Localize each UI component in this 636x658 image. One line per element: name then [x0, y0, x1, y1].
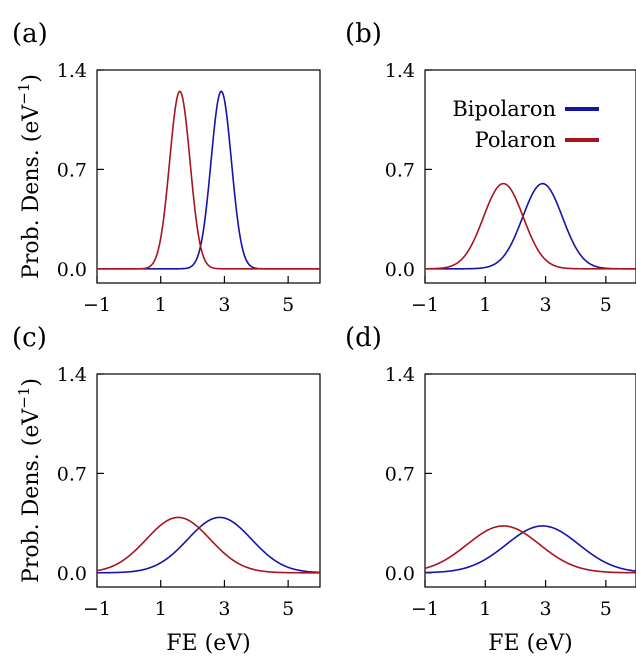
plot-frame: [96, 69, 321, 284]
panel-c: (c) −1 1 3 5 0.0 0.7 1.4: [12, 323, 321, 620]
x-tick-label: −1: [411, 598, 439, 620]
x-axis-label: FE (eV): [166, 631, 250, 656]
y-tick-label: 0.0: [385, 259, 415, 281]
polaron-curve: [96, 516, 320, 574]
panel-d: (d) −1 1 3 5 0.0 0.7 1.4: [345, 323, 636, 620]
x-tick-label: 1: [479, 294, 491, 316]
y-tick-label: 1.4: [57, 364, 87, 386]
y-axis-label-main: Prob. Dens. (eV: [19, 104, 44, 279]
panel-label: (a): [12, 19, 48, 49]
bipolaron-curve: [424, 525, 636, 574]
x-tick-label: 1: [155, 598, 167, 620]
y-tick-label: 1.4: [385, 60, 415, 82]
bipolaron-curve: [425, 182, 636, 270]
x-tick-label: 3: [540, 598, 552, 620]
x-tick-label: 3: [218, 598, 230, 620]
polaron-curve: [97, 90, 320, 270]
bipolaron-curve: [96, 516, 321, 574]
y-axis-label-close: ): [19, 74, 44, 83]
y-tick-label: 0.7: [57, 463, 87, 485]
x-tick-label: −1: [83, 294, 111, 316]
y-tick-label: 0.0: [57, 259, 87, 281]
y-tick-label: 0.7: [57, 159, 87, 181]
legend: Bipolaron Polaron: [452, 97, 599, 152]
x-tick-label: −1: [83, 598, 111, 620]
panel-label: (c): [12, 323, 47, 353]
panel-a: (a) −1 1 3 5 0.0 0.7 1.4: [12, 19, 321, 316]
x-tick-label: 3: [540, 294, 552, 316]
y-tick-label: 1.4: [385, 364, 415, 386]
x-tick-label: 5: [600, 294, 612, 316]
plot-frame: [96, 373, 321, 588]
panel-label: (d): [345, 323, 382, 353]
y-axis-label-main: Prob. Dens. (eV: [19, 408, 44, 583]
x-tick-label: −1: [411, 294, 439, 316]
x-tick-label: 1: [155, 294, 167, 316]
legend-label: Polaron: [475, 128, 556, 152]
y-axis-label-exponent: −1: [15, 387, 33, 409]
x-tick-label: 5: [600, 598, 612, 620]
polaron-curve: [425, 182, 636, 270]
panel-b: (b) −1 1 3 5 0.0 0.7 1.4: [345, 19, 636, 316]
x-tick-label: 1: [479, 598, 491, 620]
polaron-curve: [424, 525, 636, 574]
legend-label: Bipolaron: [452, 97, 556, 121]
y-axis-label: Prob. Dens. (eV−1): [15, 74, 44, 279]
y-tick-label: 0.7: [385, 159, 415, 181]
x-axis-label: FE (eV): [488, 631, 572, 656]
x-tick-label: 5: [282, 598, 294, 620]
y-tick-label: 0.0: [57, 563, 87, 585]
bipolaron-curve: [97, 90, 320, 270]
panel-label: (b): [345, 19, 382, 49]
y-axis-label-close: ): [19, 378, 44, 387]
y-tick-label: 1.4: [57, 60, 87, 82]
x-tick-label: 5: [282, 294, 294, 316]
plot-frame: [424, 373, 636, 588]
y-axis-label: Prob. Dens. (eV−1): [15, 378, 44, 583]
y-tick-label: 0.0: [385, 563, 415, 585]
y-axis-label-exponent: −1: [15, 83, 33, 105]
x-tick-label: 3: [218, 294, 230, 316]
plot-frame: [424, 69, 636, 284]
y-tick-label: 0.7: [385, 463, 415, 485]
